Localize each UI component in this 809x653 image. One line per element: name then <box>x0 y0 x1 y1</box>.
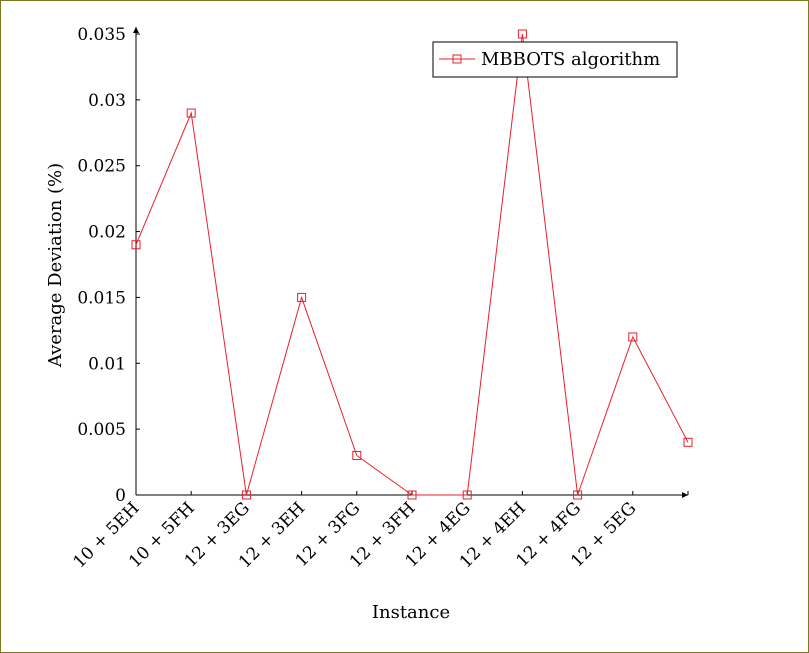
data-point-marker <box>462 490 472 500</box>
data-point-marker <box>241 490 251 500</box>
data-point-marker <box>131 240 141 250</box>
series-line <box>135 33 689 496</box>
data-point-marker <box>628 332 638 342</box>
axes <box>133 27 688 498</box>
data-point-marker <box>186 108 196 118</box>
y-tick-label: 0 <box>115 486 126 506</box>
legend-label: MBBOTS algorithm <box>481 49 660 70</box>
legend-marker-square <box>452 54 462 64</box>
data-point-marker <box>407 490 417 500</box>
y-tick-label: 0.015 <box>77 288 126 308</box>
y-tick-label: 0.02 <box>88 223 126 243</box>
data-point-marker <box>517 29 527 39</box>
series-layer <box>131 29 693 500</box>
y-ticks: 0 0.005 0.01 0.015 0.02 0.025 0.03 0.035 <box>77 25 140 506</box>
data-point-marker <box>683 437 693 447</box>
x-axis-title: Instance <box>372 602 450 623</box>
y-tick-label: 0.03 <box>88 91 126 111</box>
y-tick-label: 0.035 <box>77 25 126 45</box>
legend: MBBOTS algorithm <box>432 41 678 78</box>
data-point-marker <box>573 490 583 500</box>
data-point-marker <box>352 450 362 460</box>
y-tick-label: 0.025 <box>77 157 126 177</box>
y-tick-label: 0.005 <box>77 420 126 440</box>
data-point-marker <box>297 292 307 302</box>
y-tick-label: 0.01 <box>88 354 126 374</box>
y-axis-title: Average Deviation (%) <box>45 163 66 368</box>
